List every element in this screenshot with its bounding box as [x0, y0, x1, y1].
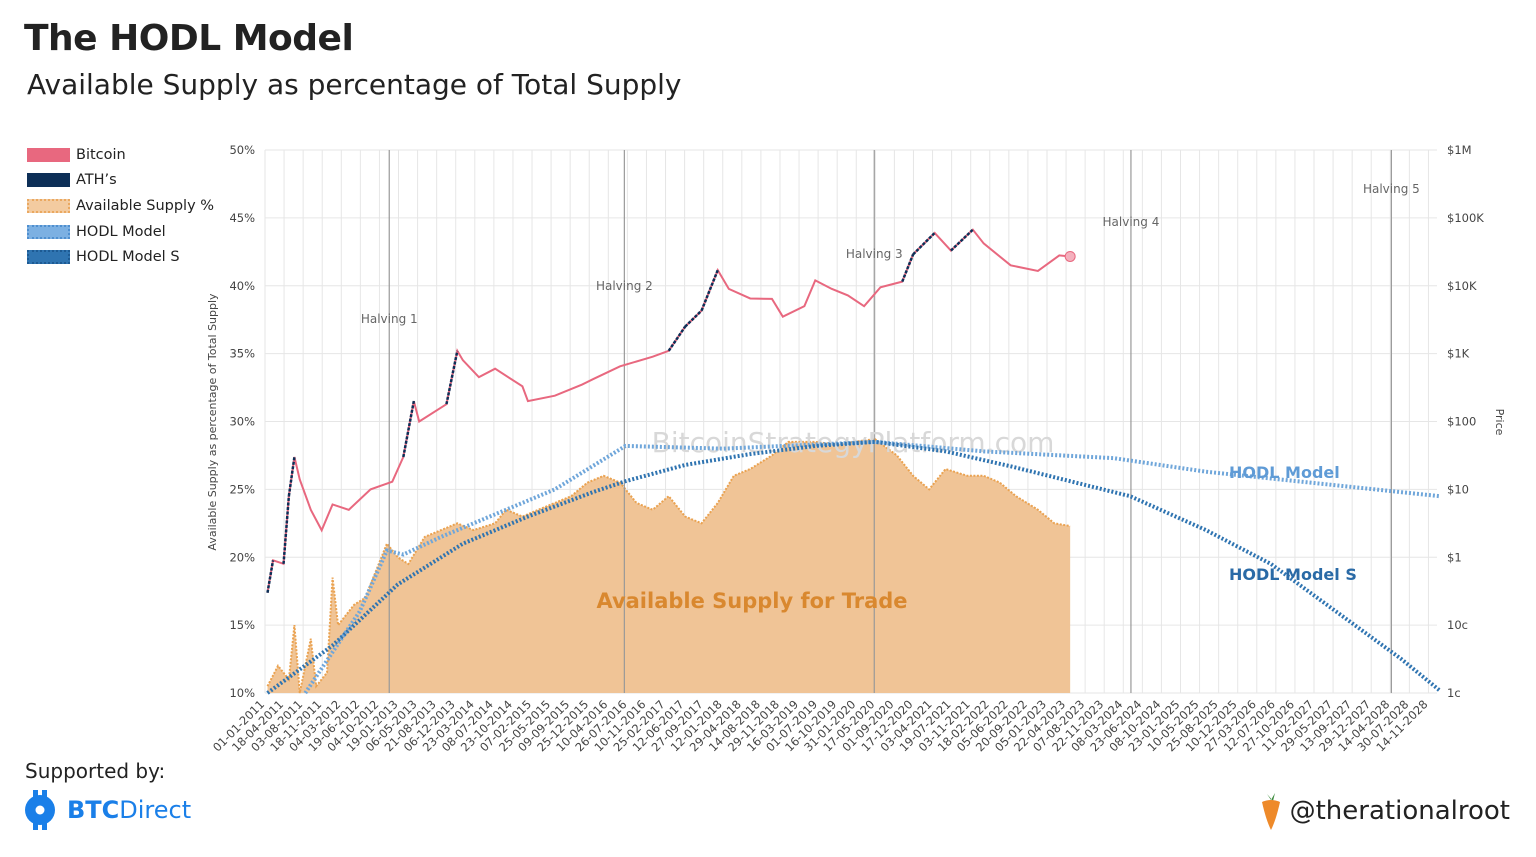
legend-item-hodl-model-s[interactable]: HODL Model S: [27, 244, 214, 270]
y-tick-label: 45%: [229, 211, 255, 225]
btcdirect-coin-icon: [25, 790, 55, 830]
ath-segment: [282, 495, 291, 564]
btcdirect-wordmark: BTCDirect: [67, 796, 191, 824]
page-title: The HODL Model: [24, 18, 354, 59]
y-tick-label: 30%: [229, 415, 255, 429]
ath-segment: [445, 350, 459, 405]
y2-tick-label: $10K: [1447, 279, 1477, 293]
y2-tick-label: $100K: [1447, 211, 1484, 225]
ath-segment: [684, 309, 703, 328]
y-axis-title: Available Supply as percentage of Total …: [206, 293, 219, 551]
legend-item-bitcoin[interactable]: Bitcoin: [27, 142, 214, 168]
y2-tick-label: 1c: [1447, 686, 1461, 700]
btcdirect-wordmark-rest: Direct: [119, 796, 192, 824]
legend-label: Available Supply %: [76, 197, 215, 214]
legend-swatch-aths: [27, 173, 70, 188]
legend-swatch-hodl-model-s: [27, 250, 70, 265]
legend-label: HODL Model S: [76, 249, 180, 266]
y2-tick-label: 10c: [1447, 618, 1468, 632]
ath-segment: [287, 456, 296, 497]
supply-annotation: Available Supply for Trade: [596, 589, 907, 613]
author-handle[interactable]: @therationalroot: [1258, 790, 1510, 832]
ath-segment: [700, 269, 719, 312]
legend-label: Bitcoin: [76, 146, 126, 163]
ath-segment: [667, 325, 687, 352]
legend-swatch-hodl-model: [27, 224, 70, 239]
y-tick-label: 25%: [229, 482, 255, 496]
legend-swatch-bitcoin: [27, 147, 70, 162]
y-tick-label: 50%: [229, 143, 255, 157]
halving-label: Halving 1: [361, 312, 418, 326]
hodl-model-annotation: HODL Model: [1229, 463, 1340, 482]
halving-label: Halving 5: [1363, 182, 1420, 196]
available-supply-area: [267, 439, 1071, 693]
available-supply-line: [266, 438, 1071, 694]
legend-swatch-available-supply: [27, 198, 70, 213]
ath-segment: [402, 400, 416, 458]
carrot-icon: [1261, 793, 1280, 830]
legend: Bitcoin ATH’s Available Supply % HODL Mo…: [27, 142, 214, 270]
halving-label: Halving 3: [846, 247, 903, 261]
y2-tick-label: $1: [1447, 550, 1462, 564]
legend-item-aths[interactable]: ATH’s: [27, 168, 214, 194]
legend-label: HODL Model: [76, 223, 166, 240]
y-tick-label: 20%: [229, 550, 255, 564]
y-tick-label: 35%: [229, 347, 255, 361]
hodl-model-line: [303, 439, 1440, 695]
y2-axis-title: Price: [1493, 409, 1506, 436]
legend-label: ATH’s: [76, 172, 117, 189]
y2-tick-label: $1M: [1447, 143, 1472, 157]
y2-tick-label: $1K: [1447, 347, 1470, 361]
halving-label: Halving 4: [1103, 215, 1160, 229]
halving-label: Halving 2: [596, 279, 653, 293]
btcdirect-wordmark-bold: BTC: [67, 796, 120, 824]
ath-segment: [912, 232, 936, 256]
y-tick-label: 40%: [229, 279, 255, 293]
y-tick-label: 15%: [229, 618, 255, 632]
ath-segment: [901, 253, 915, 283]
y2-tick-label: $100: [1447, 415, 1476, 429]
hodl-model-s-annotation: HODL Model S: [1229, 565, 1357, 584]
btcdirect-logo[interactable]: BTCDirect: [23, 790, 191, 830]
y-tick-label: 10%: [229, 686, 255, 700]
ath-segment: [950, 228, 974, 252]
hodl-model-s-line: [266, 439, 1441, 695]
page-subtitle: Available Supply as percentage of Total …: [27, 68, 682, 101]
legend-item-available-supply[interactable]: Available Supply %: [27, 193, 214, 219]
legend-item-hodl-model[interactable]: HODL Model: [27, 219, 214, 245]
current-price-marker: [1064, 250, 1076, 262]
handle-text: @therationalroot: [1289, 796, 1510, 826]
y2-tick-label: $10: [1447, 482, 1469, 496]
ath-segment: [266, 560, 275, 593]
supported-by-label: Supported by:: [25, 759, 166, 783]
